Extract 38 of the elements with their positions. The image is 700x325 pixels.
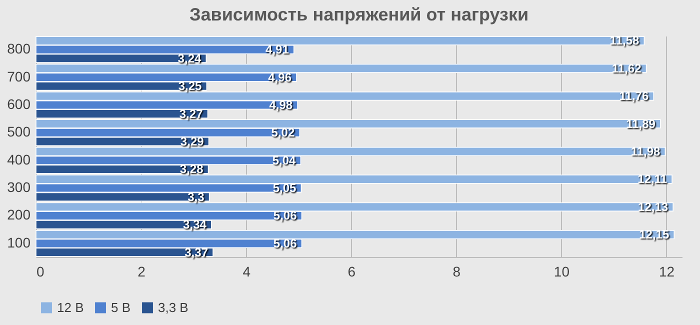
data-label: 3,34: [183, 218, 207, 232]
y-tick-label: 300: [7, 179, 31, 196]
x-tick-label: 12: [658, 264, 675, 280]
x-tick-label: 0: [36, 264, 44, 280]
data-label: 4,96: [268, 70, 292, 84]
legend-label: 3,3 В: [158, 300, 188, 315]
y-tick-label: 700: [7, 68, 31, 84]
data-label: 3,24: [178, 51, 202, 66]
x-tick-label: 2: [138, 264, 146, 280]
legend-label: 12 В: [57, 300, 84, 315]
data-label: 11,62: [612, 61, 642, 76]
x-tick-label: 6: [348, 264, 356, 280]
y-tick-label: 500: [7, 124, 31, 140]
y-tick-label: 200: [7, 206, 31, 223]
data-label: 11,76: [619, 89, 649, 104]
y-tick-label: 400: [7, 151, 31, 168]
data-label: 3,29: [180, 134, 204, 149]
data-label: 12,11: [638, 172, 668, 186]
y-tick-label: 800: [7, 40, 31, 57]
y-tick-label: 100: [7, 234, 31, 250]
data-label: 3,27: [179, 106, 204, 121]
data-label: 3,25: [178, 79, 202, 94]
x-tick-label: 10: [554, 264, 570, 280]
data-label: 12,13: [638, 200, 668, 214]
data-label: 11,98: [630, 144, 661, 158]
data-label: 5,02: [271, 126, 295, 140]
chart-title: Зависимость напряжений от нагрузки: [189, 4, 529, 25]
x-tick-label: 8: [452, 264, 461, 280]
data-label: 4,98: [269, 98, 293, 112]
y-tick-label: 600: [7, 96, 31, 112]
data-label: 12,15: [639, 228, 670, 242]
legend-label: 5 В: [111, 300, 131, 315]
data-label: 4,91: [266, 42, 290, 57]
data-label: 5,05: [272, 181, 297, 196]
data-label: 5,06: [273, 236, 298, 250]
x-tick-label: 4: [242, 264, 251, 280]
data-label: 5,04: [272, 153, 296, 168]
data-label: 3,3: [188, 190, 205, 204]
